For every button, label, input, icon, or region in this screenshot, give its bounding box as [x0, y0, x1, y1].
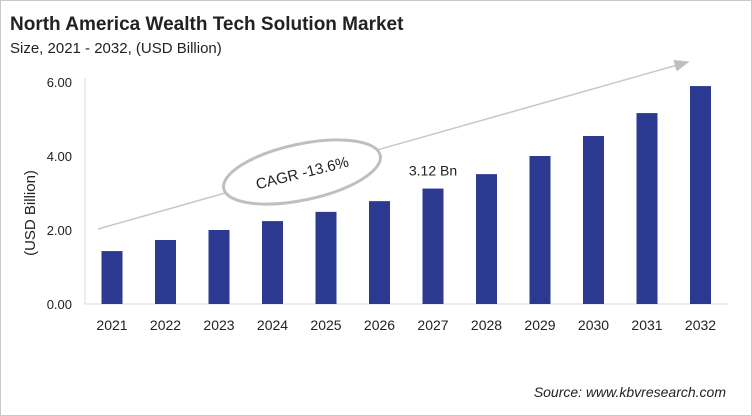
y-tick-label: 0.00: [47, 297, 72, 312]
x-tick-label: 2021: [96, 317, 127, 333]
bar-2022: [155, 239, 176, 304]
value-label: 3.12 Bn: [409, 163, 457, 179]
trend-arrow: [97, 59, 690, 230]
x-tick-label: 2023: [203, 317, 234, 333]
bar-2032: [690, 86, 711, 304]
y-tick-label: 6.00: [47, 75, 72, 90]
bar-2028: [476, 174, 497, 304]
source-note: Source: www.kbvresearch.com: [533, 384, 726, 400]
x-tick-label: 2031: [631, 317, 662, 333]
bar-2021: [101, 251, 123, 304]
bar-2025: [315, 211, 337, 304]
x-tick-label: 2025: [310, 317, 341, 333]
bar-2029: [529, 156, 551, 304]
x-tick-label: 2027: [417, 317, 448, 333]
y-axis-title: (USD Billion): [22, 170, 39, 256]
chart-subtitle: Size, 2021 - 2032, (USD Billion): [10, 40, 222, 57]
cagr-ellipse: [222, 138, 382, 206]
y-tick-label: 2.00: [47, 223, 72, 238]
bar-2023: [208, 230, 230, 304]
x-tick-label: 2022: [150, 317, 181, 333]
x-tick-label: 2024: [257, 317, 288, 333]
bar-2030: [583, 136, 604, 304]
bar-2026: [369, 201, 390, 304]
x-tick-label: 2030: [578, 317, 609, 333]
x-tick-label: 2032: [685, 317, 716, 333]
y-tick-label: 4.00: [47, 149, 72, 164]
bar-2031: [636, 113, 658, 304]
bar-2024: [262, 221, 283, 304]
bar-2027: [422, 188, 444, 304]
x-tick-label: 2026: [364, 317, 395, 333]
chart-title: North America Wealth Tech Solution Marke…: [10, 14, 404, 35]
x-tick-label: 2028: [471, 317, 502, 333]
x-tick-label: 2029: [524, 317, 555, 333]
